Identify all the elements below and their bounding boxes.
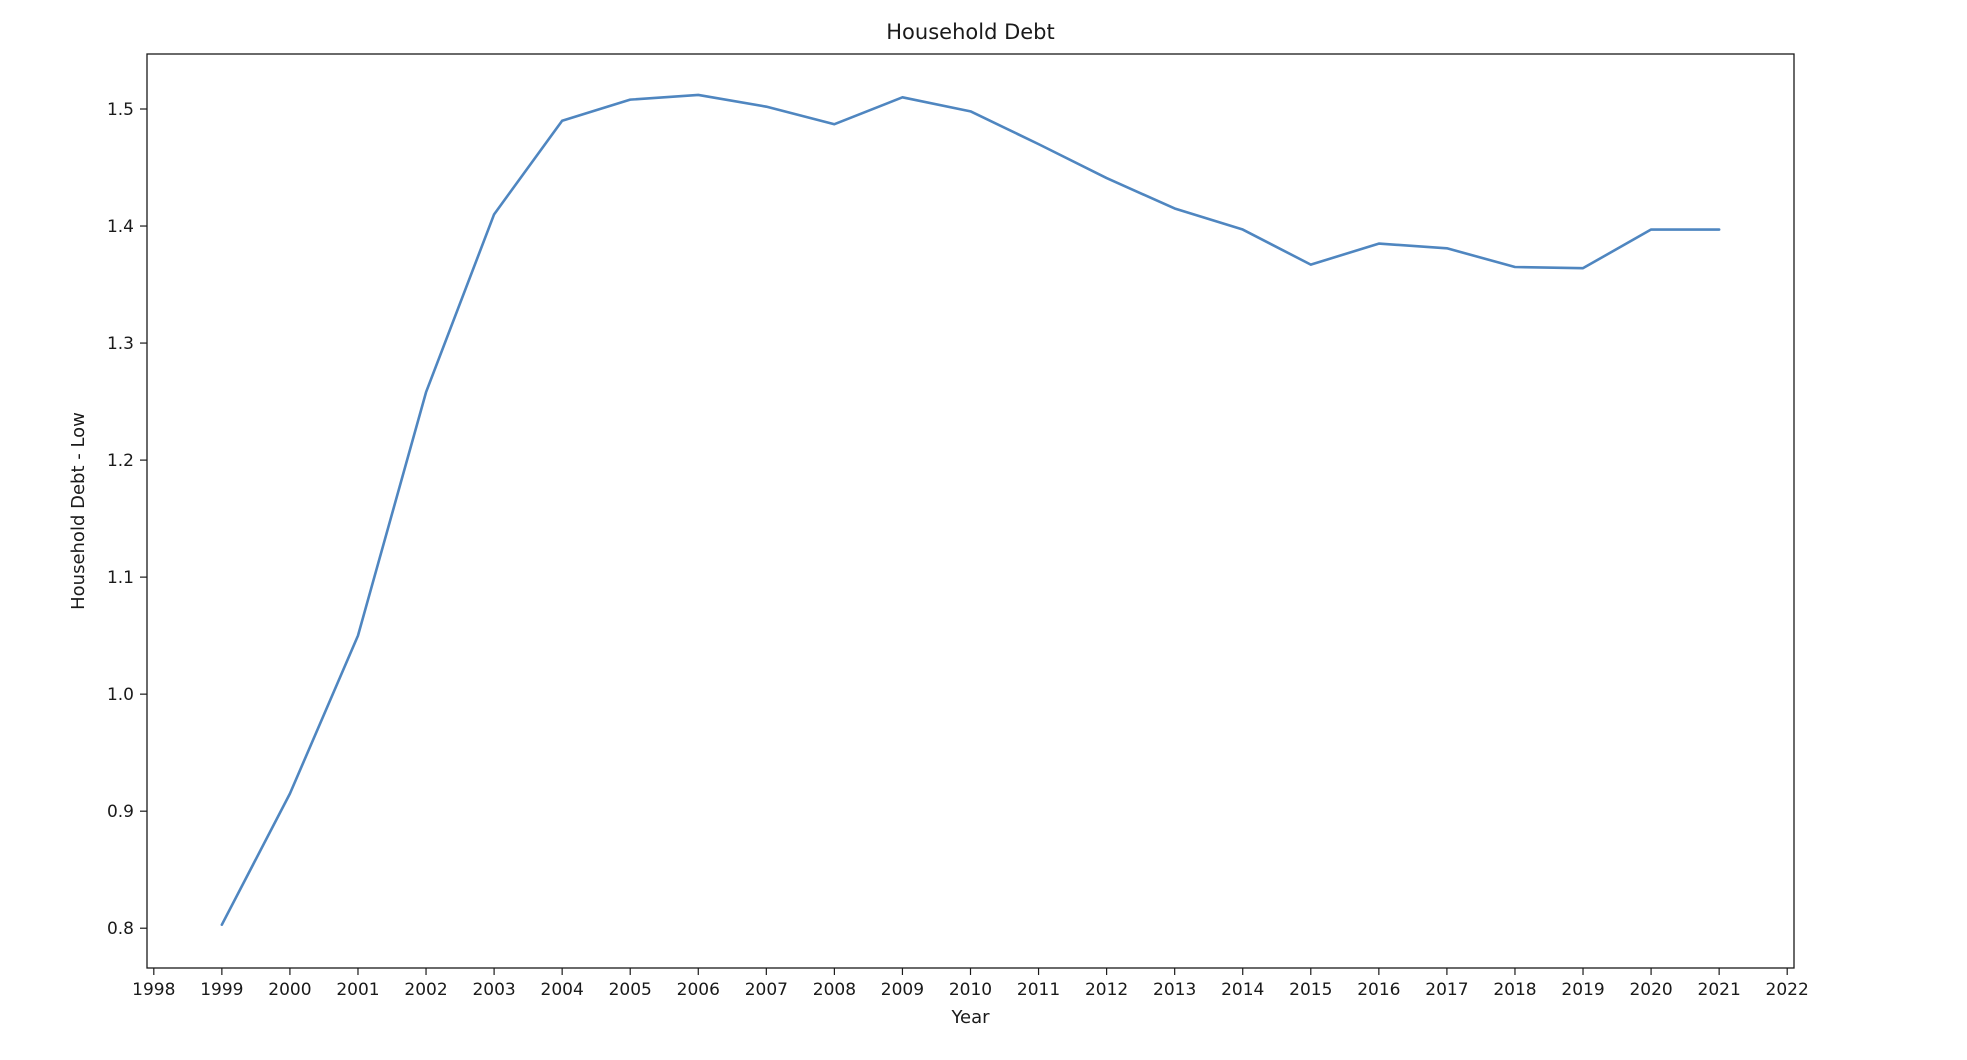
x-tick-label: 2020 bbox=[1629, 980, 1672, 1000]
x-tick-label: 2022 bbox=[1766, 980, 1809, 1000]
plot-area: 1998 1999 2000 2001 2002 2003 2004 2005 2006 2007… bbox=[107, 53, 1809, 1000]
y-tick-label: 1.2 bbox=[107, 451, 134, 471]
y-tick-label: 1.4 bbox=[107, 217, 134, 237]
x-tick-label: 2012 bbox=[1085, 980, 1128, 1000]
x-tick-label: 2018 bbox=[1493, 980, 1536, 1000]
y-tick-label: 0.9 bbox=[107, 802, 134, 822]
y-tick-label: 1.3 bbox=[107, 334, 134, 354]
chart-title: Household Debt bbox=[886, 20, 1054, 44]
y-tick-label: 1.5 bbox=[107, 100, 134, 120]
y-tick-label: 0.8 bbox=[107, 919, 134, 939]
x-tick-label: 1998 bbox=[132, 980, 175, 1000]
x-tick-label: 2019 bbox=[1561, 980, 1604, 1000]
x-tick-label: 2008 bbox=[813, 980, 856, 1000]
x-tick-label: 2010 bbox=[949, 980, 992, 1000]
x-tick-label: 2013 bbox=[1153, 980, 1196, 1000]
x-tick-label: 2004 bbox=[541, 980, 584, 1000]
x-tick-label: 2007 bbox=[745, 980, 788, 1000]
x-axis-title: Year bbox=[950, 1007, 990, 1028]
y-tick-label: 1.0 bbox=[107, 685, 134, 705]
x-tick-label: 1999 bbox=[200, 980, 243, 1000]
x-tick-label: 2014 bbox=[1221, 980, 1264, 1000]
x-tick-label: 2021 bbox=[1698, 980, 1741, 1000]
x-tick-label: 2003 bbox=[472, 980, 515, 1000]
y-tick-label: 1.1 bbox=[107, 568, 134, 588]
x-tick-label: 2011 bbox=[1017, 980, 1060, 1000]
x-tick-label: 2016 bbox=[1357, 980, 1400, 1000]
x-tick-label: 2017 bbox=[1425, 980, 1468, 1000]
x-tick-label: 2001 bbox=[336, 980, 379, 1000]
series-line bbox=[220, 93, 1721, 927]
x-tick-label: 2000 bbox=[268, 980, 311, 1000]
x-tick-label: 2009 bbox=[881, 980, 924, 1000]
x-tick-label: 2006 bbox=[677, 980, 720, 1000]
x-tick-label: 2015 bbox=[1289, 980, 1332, 1000]
y-axis-title: Household Debt - Low bbox=[68, 412, 89, 610]
x-tick-label: 2002 bbox=[404, 980, 447, 1000]
x-tick-label: 2005 bbox=[609, 980, 652, 1000]
